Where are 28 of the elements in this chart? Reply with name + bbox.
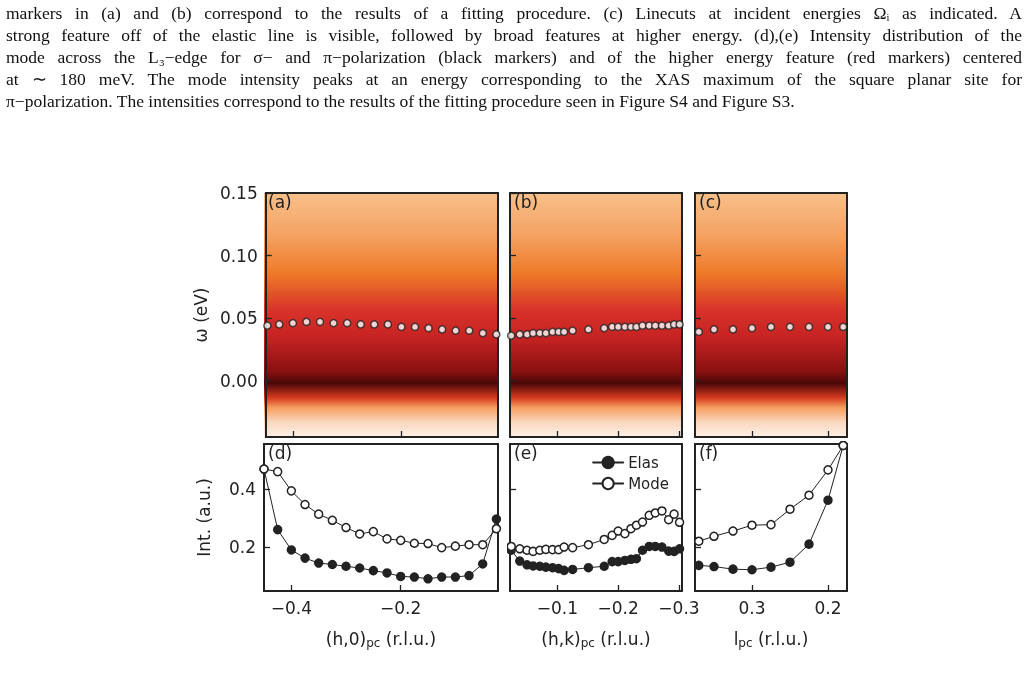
text: mode across the L₃−edge for σ− and π−polarization (black markers) and of the higher energy feature (red markers) centered (6, 46, 1022, 68)
x-tick-label: −0.1 (536, 597, 579, 618)
y-tick-label: 0.15 (219, 183, 258, 203)
y-axis-title: ω (eV) (190, 287, 211, 343)
text: strong feature off of the elastic line is visible, followed by broad features at higher energy. (d),(e) Intensity distribution of the (6, 24, 1022, 46)
chart-title: (d) (268, 442, 293, 463)
y-tick-label: 0.4 (228, 479, 256, 500)
y-tick-label: 0.10 (219, 245, 258, 266)
text: at ∼ 180 meV. The mode intensity peaks at an energy corresponding to the XAS maximum of the square planar site for (6, 68, 1022, 90)
x-tick-label: 0.3 (738, 597, 766, 618)
y-axis-title: Int. (a.u.) (193, 478, 214, 557)
chart-title: (f) (699, 442, 719, 463)
chart-title: (a) (268, 191, 292, 212)
y-tick-label: 0.2 (228, 537, 256, 558)
chart-title: (c) (699, 191, 722, 212)
legend-label: Elas (628, 453, 659, 472)
y-tick-label: 0.05 (219, 308, 258, 329)
legend-label: Mode (628, 474, 670, 493)
x-tick-label: −0.2 (380, 597, 422, 618)
chart-title: (b) (514, 191, 539, 212)
x-tick-label: −0.2 (597, 597, 639, 618)
y-tick-label: 0.00 (219, 370, 258, 391)
text: π−polarization. The intensities correspond to the results of the fitting procedure seen in Figure S4 and Figure S3. (6, 90, 796, 112)
x-tick-label: −0.3 (658, 597, 700, 618)
text: markers in (a) and (b) correspond to the results of a fitting procedure. (c) Linecuts at incident energies Ωᵢ as indicated. A (6, 2, 1022, 24)
x-tick-label: −0.4 (270, 597, 312, 618)
x-tick-label: 0.2 (814, 597, 842, 618)
chart-title: (e) (514, 442, 538, 463)
